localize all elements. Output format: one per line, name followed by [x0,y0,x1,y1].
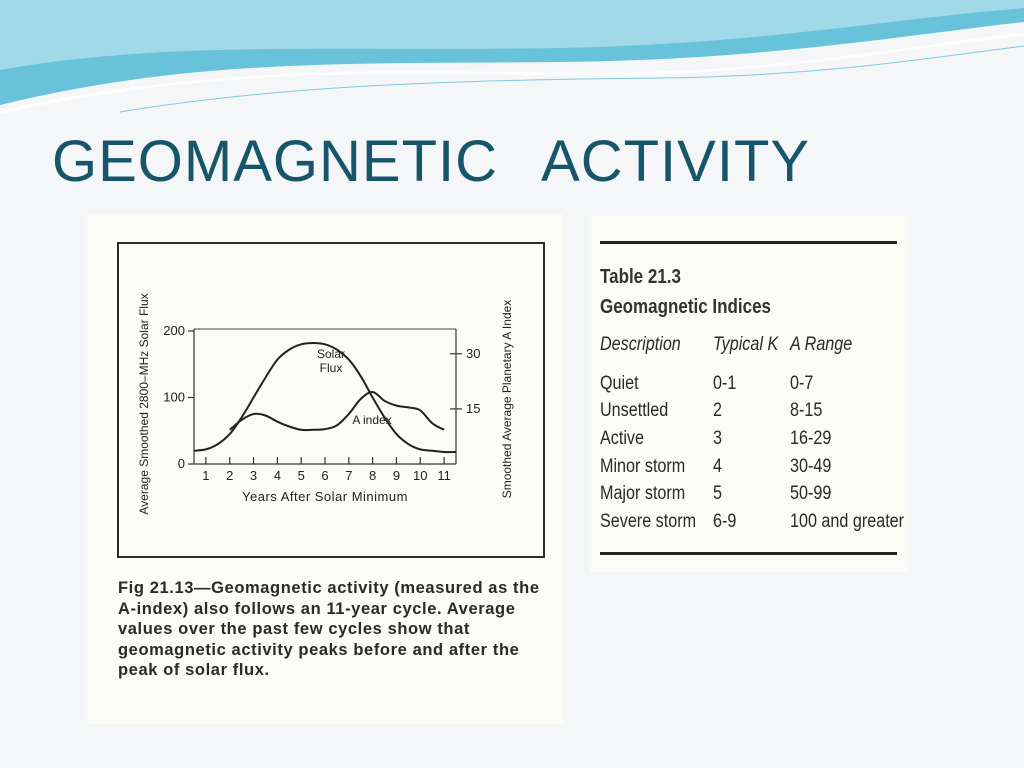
cell-text: 50-99 [789,483,832,505]
column-header-description: Description [600,334,713,370]
table-row: Unsettled 2 8-15 [600,398,924,426]
x-tick-label: 2 [226,468,233,483]
series-label-solar-flux: Solar Flux [317,347,345,375]
table-header-row: Description Typical K A Range [600,334,924,370]
table-cell: 8-15 [790,398,924,426]
table-cell: Severe storm [600,508,713,536]
x-tick-label: 4 [274,468,281,483]
x-tick-label: 10 [413,468,427,483]
x-tick-label: 6 [321,468,328,483]
table-number: Table 21.3 [600,266,681,288]
column-header-a-range: A Range [790,334,924,370]
table-cell: 4 [713,453,790,481]
x-tick-label: 9 [393,468,400,483]
cell-text: 4 [712,455,722,477]
x-tick-label: 3 [250,468,257,483]
series-label-line: Solar [317,347,345,361]
cell-text: 5 [712,483,722,505]
cell-text: 30-49 [789,455,832,477]
table-row: Quiet 0-1 0-7 [600,370,924,398]
table-cell: Unsettled [600,398,713,426]
chart-frame [117,242,545,558]
table-cell: Quiet [600,370,713,398]
table-row: Major storm 5 50-99 [600,480,924,508]
y-left-tick-label: 0 [178,456,185,471]
table-cell: Minor storm [600,453,713,481]
series-label-line: Flux [320,361,343,375]
table-cell: 16-29 [790,425,924,453]
table-bottom-rule [600,552,897,555]
y-right-tick-label: 15 [466,401,480,416]
cell-text: Major storm [600,483,686,505]
table-title: Geomagnetic Indices [600,296,771,318]
table-cell: 6-9 [713,508,790,536]
table-row: Severe storm 6-9 100 and greater [600,508,924,536]
wave-thin-line [119,45,1024,113]
series-label-a-index: A index [352,413,391,427]
table-cell: 30-49 [790,453,924,481]
y-right-tick-label: 30 [466,346,480,361]
cell-text: 6-9 [712,510,737,532]
table-cell: 3 [713,425,790,453]
y-left-tick-label: 200 [163,323,185,338]
table-panel: Table 21.3 Geomagnetic Indices Descripti… [590,216,908,572]
y-left-axis-ticks: 0 100 200 [163,323,194,471]
table-cell: Major storm [600,480,713,508]
figure-caption: Fig 21.13—Geomagnetic activity (measured… [118,579,540,679]
table-top-rule [600,241,897,244]
header-wave-decoration [0,0,1024,114]
wave-band-light [0,0,1024,70]
x-axis-ticks: 1 2 3 4 5 6 7 8 9 10 11 [202,457,451,483]
cell-text: Active [600,427,644,449]
wave-highlight [0,32,1024,114]
cell-text: 2 [712,400,722,422]
cell-text: 8-15 [789,400,823,422]
column-header-label: A Range [789,334,852,355]
cell-text: Unsettled [600,400,669,422]
table-cell: 2 [713,398,790,426]
x-tick-label: 7 [345,468,352,483]
cell-text: 100 and greater [789,510,904,532]
cell-text: 16-29 [789,427,832,449]
x-tick-label: 1 [202,468,209,483]
cell-text: 0-7 [789,372,814,394]
geomagnetic-indices-table: Description Typical K A Range Quiet 0-1 … [600,334,924,536]
x-tick-label: 5 [298,468,305,483]
y-left-tick-label: 100 [163,390,185,405]
table-row: Minor storm 4 30-49 [600,453,924,481]
table-cell: Active [600,425,713,453]
slide-title: GEOMAGNETIC ACTIVITY [52,129,811,194]
table-cell: 5 [713,480,790,508]
table-cell: 0-1 [713,370,790,398]
x-tick-label: 8 [369,468,376,483]
table-cell: 100 and greater [790,508,924,536]
cell-text: 0-1 [712,372,737,394]
column-header-label: Typical K [712,334,779,355]
x-tick-label: 11 [437,468,451,483]
cell-text: 3 [712,427,722,449]
x-axis-title: Years After Solar Minimum [242,489,408,504]
column-header-label: Description [600,334,681,355]
cell-text: Quiet [600,372,639,394]
cell-text: Severe storm [600,510,697,532]
y-right-axis-title: Smoothed Average Planetary A Index [500,300,514,499]
y-left-axis-title: Average Smoothed 2800–MHz Solar Flux [137,293,151,514]
series-line-a-index [229,391,445,432]
column-header-typical-k: Typical K [713,334,790,370]
table-row: Active 3 16-29 [600,425,924,453]
table-cell: 0-7 [790,370,924,398]
cell-text: Minor storm [600,455,686,477]
figure-panel [87,214,563,724]
table-cell: 50-99 [790,480,924,508]
